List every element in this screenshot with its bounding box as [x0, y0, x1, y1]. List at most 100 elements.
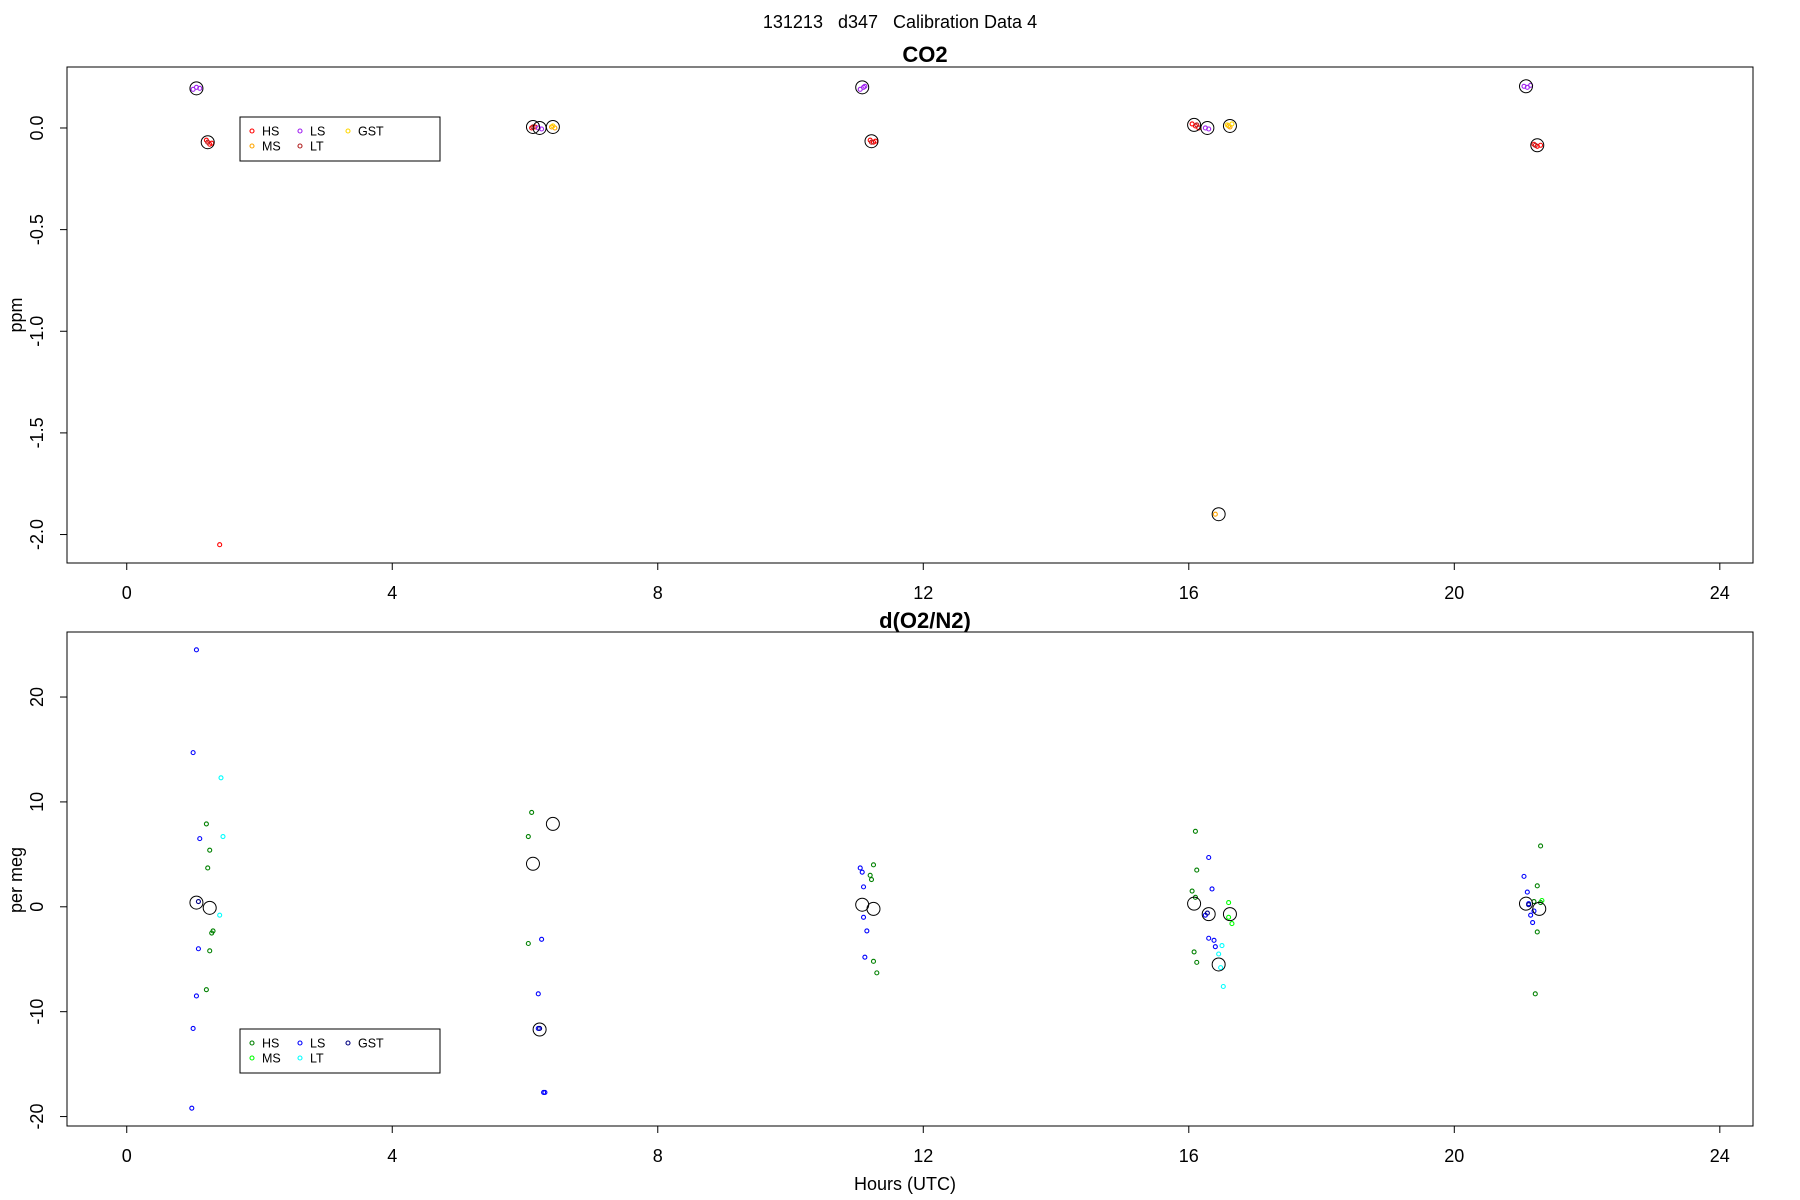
o2n2-point-ls [1206, 854, 1212, 861]
o2n2-legend-label: GST [358, 1037, 384, 1051]
co2-x-axis: 0 4 8 12 16 20 24 [122, 562, 1730, 603]
o2n2-point-hs [525, 940, 531, 947]
co2-average-marker [1200, 120, 1215, 135]
co2-y-tick-label: -1.0 [27, 316, 47, 347]
o2n2-x-tick-label: 4 [387, 1146, 397, 1166]
o2n2-legend-label: LS [310, 1037, 325, 1051]
o2n2-point-ls [1212, 944, 1218, 950]
o2n2-point-hs [525, 833, 531, 840]
o2n2-average-marker [525, 856, 540, 871]
co2-y-axis-label: ppm [6, 297, 26, 332]
co2-legend-label: HS [262, 125, 279, 139]
o2n2-x-tick-label: 8 [653, 1146, 663, 1166]
o2n2-legend-label: MS [262, 1052, 281, 1066]
o2n2-point-ls [860, 884, 867, 890]
co2-y-axis: 0.0 -0.5 -1.0 -1.5 -2.0 [27, 115, 68, 550]
o2n2-y-axis: 20 10 0 -10 -20 [27, 687, 68, 1130]
o2n2-x-axis: 0 4 8 12 16 20 24 [122, 1125, 1730, 1166]
o2n2-average-marker [1222, 907, 1237, 922]
co2-legend-marker [345, 128, 351, 134]
co2-point-lt [868, 139, 875, 145]
co2-average-marker [1211, 507, 1226, 522]
o2n2-point-ls [541, 1089, 547, 1095]
o2n2-legend-marker [297, 1040, 303, 1046]
co2-average-marker [545, 119, 560, 134]
co2-y-tick-label: -1.5 [27, 417, 47, 448]
o2n2-average-marker [1187, 896, 1202, 911]
co2-point-gst [1224, 122, 1230, 128]
co2-average-marker [855, 80, 870, 95]
co2-data-points [189, 79, 1545, 548]
o2n2-title: d(O2/N2) [879, 608, 971, 633]
o2n2-point-hs [1534, 929, 1540, 935]
co2-average-marker [1518, 79, 1533, 94]
o2n2-point-ls [1211, 937, 1217, 943]
o2n2-x-tick-label: 12 [913, 1146, 933, 1166]
o2n2-y-tick-label: -10 [27, 999, 47, 1025]
co2-x-tick-label: 20 [1444, 583, 1464, 603]
o2n2-point-ls [860, 914, 867, 920]
o2n2-point-lt [217, 912, 223, 918]
co2-point-gst [550, 123, 556, 129]
co2-average-marker [189, 81, 204, 96]
o2n2-average-marker [1201, 907, 1216, 922]
co2-point-lt [205, 139, 211, 145]
o2n2-point-lt [220, 833, 226, 840]
o2n2-x-axis-label: Hours (UTC) [854, 1174, 956, 1194]
o2n2-point-ls [190, 750, 196, 756]
o2n2-point-ls [539, 936, 545, 942]
co2-x-tick-label: 16 [1179, 583, 1199, 603]
o2n2-y-axis-label: per meg [6, 847, 26, 913]
o2n2-point-ls [190, 1025, 196, 1032]
o2n2-point-hs [1532, 991, 1538, 997]
o2n2-point-hs [1191, 949, 1197, 955]
o2n2-point-hs [203, 987, 209, 993]
co2-legend-label: GST [358, 125, 384, 139]
o2n2-point-lt [1220, 983, 1226, 990]
co2-point-hs [217, 542, 223, 548]
o2n2-point-hs [1194, 867, 1200, 873]
co2-average-marker [1530, 138, 1545, 153]
o2n2-point-hs [207, 847, 213, 853]
o2n2-point-ls [1209, 886, 1215, 892]
o2n2-point-ls [857, 865, 863, 871]
co2-legend-box [239, 116, 441, 162]
o2n2-point-ls [864, 928, 870, 934]
co2-average-marker [525, 119, 540, 134]
o2n2-point-ls [189, 1105, 195, 1111]
o2n2-point-gst [195, 898, 201, 905]
o2n2-point-ls [1521, 873, 1527, 879]
o2n2-point-ls [195, 946, 201, 952]
co2-panel: CO2 0 4 8 12 16 20 24 0.0-0.5-1.0-1.5-2.0 ppm … [6, 42, 1754, 603]
o2n2-average-marker [532, 1022, 547, 1037]
o2n2-point-hs [870, 862, 877, 868]
o2n2-point-hs [209, 930, 215, 936]
co2-average-marker [1222, 118, 1237, 133]
o2n2-average-marker [202, 900, 217, 915]
o2n2-legend-marker [297, 1055, 303, 1061]
co2-point-ms [1212, 511, 1218, 517]
co2-point-ls [1206, 126, 1212, 132]
o2n2-average-marker [1532, 901, 1547, 916]
co2-legend-marker [249, 143, 255, 149]
co2-title: CO2 [902, 42, 947, 67]
co2-y-tick-label: -2.0 [27, 519, 47, 550]
o2n2-point-ls [193, 993, 199, 999]
o2n2-point-lt [1216, 951, 1222, 957]
co2-legend-marker [249, 128, 255, 134]
o2n2-point-hs [1192, 828, 1198, 834]
co2-x-tick-label: 12 [913, 583, 933, 603]
co2-legend-label: LS [310, 125, 325, 139]
co2-y-tick-label: 0.0 [27, 115, 47, 140]
co2-legend-label: MS [262, 140, 281, 154]
co2-y-tick-label: -0.5 [27, 214, 47, 245]
co2-average-marker [200, 135, 215, 150]
co2-x-tick-label: 8 [653, 583, 663, 603]
co2-average-marker [1187, 117, 1202, 132]
o2n2-average-marker [1518, 896, 1533, 911]
co2-legend-label: LT [310, 140, 324, 154]
o2n2-x-tick-label: 0 [122, 1146, 132, 1166]
o2n2-point-gst [537, 1025, 543, 1032]
